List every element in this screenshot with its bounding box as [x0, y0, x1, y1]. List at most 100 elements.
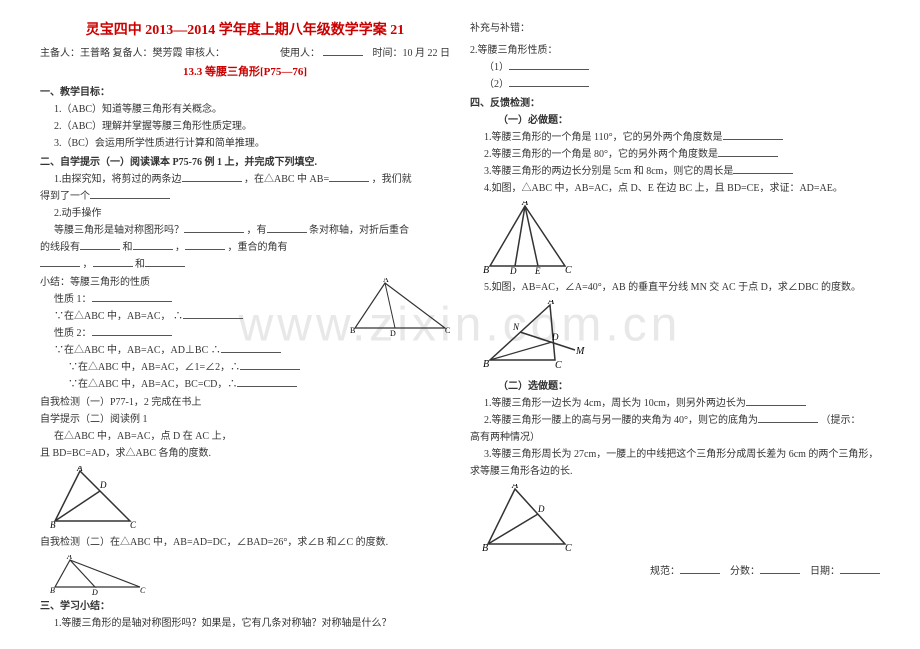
- t: 条对称轴，对折后重合: [309, 225, 409, 236]
- opt-h: （二）选做题：: [470, 379, 880, 395]
- footer: 规范： 分数： 日期：: [470, 564, 880, 580]
- s1-i3: 3.（BC）会运用所学性质进行计算和简单推理。: [40, 136, 450, 152]
- left-column: 灵宝四中 2013—2014 学年度上期八年级数学学案 21 主备人：王普略 复…: [30, 20, 460, 629]
- svg-text:B: B: [50, 520, 56, 530]
- svg-text:D: D: [537, 504, 545, 514]
- svg-text:B: B: [483, 265, 489, 276]
- chk1: 自我检测（一）P77-1，2 完成在书上: [40, 395, 450, 411]
- t: 和: [135, 259, 145, 270]
- blank: [183, 309, 243, 319]
- t: ，: [83, 259, 93, 270]
- blank: [90, 189, 170, 199]
- blank: [760, 564, 800, 574]
- s2-l1d: 得到了一个: [40, 189, 450, 205]
- triangle-fig-1: A B D C: [350, 278, 450, 390]
- t: ∵在△ABC 中，AB=AC，AD⊥BC ∴: [54, 345, 221, 356]
- footer-a: 规范：: [650, 566, 680, 577]
- s2-l3b: 的线段有 和 ， ，重合的角有: [40, 240, 450, 256]
- triangle-fig-3: A B D C: [50, 555, 450, 595]
- t: （提示：: [821, 415, 861, 426]
- section3-h: 三、学习小结：: [40, 599, 450, 615]
- blank: [240, 360, 300, 370]
- svg-text:A: A: [383, 278, 389, 284]
- blank: [733, 164, 793, 174]
- s2-l1: 1.由探究知，将剪过的两条边 ，在△ABC 中 AB= ，我们就: [40, 172, 450, 188]
- sum-h: 小结：等腰三角形的性质: [40, 275, 340, 291]
- s4-o2c: 高有两种情况）: [470, 430, 880, 446]
- blank: [237, 377, 297, 387]
- t: ∵在△ABC 中，AB=AC，∠1=∠2，∴: [68, 362, 240, 373]
- s4-q3: 3.等腰三角形的两边长分别是 5cm 和 8cm，则它的周长是: [470, 164, 880, 180]
- svg-text:B: B: [483, 359, 489, 370]
- s4-o3a: 3.等腰三角形周长为 27cm，一腰上的中线把这个三角形分成周长差为 6cm 的…: [470, 447, 880, 463]
- t: ，在△ABC 中 AB=: [244, 174, 329, 185]
- t: 性质 2：: [54, 328, 92, 339]
- s2-l3: 等腰三角形是轴对称图形吗？ ，有 条对称轴，对折后重合: [40, 223, 450, 239]
- t: 2.等腰三角形的一个角是 80°，它的另外两个角度数是: [484, 149, 718, 160]
- blank: [92, 326, 172, 336]
- svg-text:B: B: [482, 543, 488, 554]
- t: 性质 1：: [54, 294, 92, 305]
- user-blank: [323, 46, 363, 56]
- supplement-label: 补充与补错：: [470, 21, 880, 37]
- t: ∵在△ABC 中，AB=AC，BC=CD，∴: [68, 379, 237, 390]
- t: ，重合的角有: [228, 242, 288, 253]
- blank: [723, 130, 783, 140]
- svg-text:C: C: [130, 520, 137, 530]
- svg-text:B: B: [350, 326, 355, 335]
- blank: [746, 396, 806, 406]
- svg-text:D: D: [551, 332, 559, 342]
- svg-text:N: N: [512, 322, 520, 332]
- t: 3.等腰三角形的两边长分别是 5cm 和 8cm，则它的周长是: [484, 166, 733, 177]
- svg-text:A: A: [511, 484, 519, 491]
- svg-text:D: D: [509, 266, 517, 276]
- footer-c: 日期：: [810, 566, 840, 577]
- t: ，: [175, 242, 185, 253]
- blank: [92, 292, 172, 302]
- svg-text:C: C: [445, 326, 450, 335]
- right-column: 补充与补错： 2.等腰三角形性质： （1） （2） 四、反馈检测： （一）必做题…: [460, 20, 890, 629]
- p1: 性质 1：: [40, 292, 340, 308]
- s2-l2: 2.动手操作: [40, 206, 450, 222]
- user-label: 使用人：: [280, 48, 320, 59]
- svg-text:C: C: [140, 586, 146, 595]
- blank: [133, 240, 173, 250]
- s4-o3b: 求等腰三角形各边的长.: [470, 464, 880, 480]
- chk2: 自我检测（二）在△ABC 中，AB=AD=DC，∠BAD=26°，求∠B 和∠C…: [40, 535, 450, 551]
- blank: [509, 77, 589, 87]
- triangle-fig-2: A B C D: [50, 466, 450, 531]
- svg-text:D: D: [99, 480, 107, 490]
- svg-text:D: D: [91, 588, 98, 595]
- blank: [329, 172, 369, 182]
- prepare-text: 主备人：王普略 复备人：樊芳霞 审核人：: [40, 46, 225, 62]
- t: 1.等腰三角形的一个角是 110°，它的另外两个角度数是: [484, 132, 723, 143]
- t: ∵在△ABC 中，AB=AC， ∴: [54, 311, 183, 322]
- blank: [840, 564, 880, 574]
- s4-q2: 2.等腰三角形的一个角是 80°，它的另外两个角度数是: [470, 147, 880, 163]
- blank: [184, 223, 244, 233]
- svg-text:E: E: [534, 266, 541, 276]
- p2a: ∵在△ABC 中，AB=AC，AD⊥BC ∴: [40, 343, 340, 359]
- blank: [718, 147, 778, 157]
- blank: [758, 413, 818, 423]
- ex1b: 且 BD=BC=AD，求△ABC 各角的度数.: [40, 446, 450, 462]
- r2-h: 2.等腰三角形性质：: [470, 43, 880, 59]
- p2b: ∵在△ABC 中，AB=AC，∠1=∠2，∴: [40, 360, 340, 376]
- t: ，有: [247, 225, 267, 236]
- s2-l3c: ， 和: [40, 257, 450, 273]
- svg-text:A: A: [521, 201, 529, 208]
- s4-q4: 4.如图，△ABC 中，AB=AC，点 D、E 在边 BC 上，且 BD=CE，…: [470, 181, 880, 197]
- t: 2.等腰三角形一腰上的高与另一腰的夹角为 40°，则它的底角为: [484, 415, 758, 426]
- t: 的线段有: [40, 242, 80, 253]
- s4-o2: 2.等腰三角形一腰上的高与另一腰的夹角为 40°，则它的底角为 （提示：: [470, 413, 880, 429]
- meta-line: 主备人：王普略 复备人：樊芳霞 审核人： 使用人： 时间：10 月 22 日: [40, 46, 450, 62]
- p1a: ∵在△ABC 中，AB=AC， ∴: [40, 309, 340, 325]
- blank: [680, 564, 720, 574]
- triangle-fig-4: A B D E C: [480, 201, 880, 276]
- svg-text:D: D: [390, 329, 396, 338]
- ex1a: 在△ABC 中，AB=AC，点 D 在 AC 上，: [40, 429, 450, 445]
- svg-text:M: M: [575, 346, 585, 357]
- s1-i1: 1.（ABC）知道等腰三角形有关概念。: [40, 102, 450, 118]
- blank: [509, 60, 589, 70]
- svg-text:A: A: [66, 555, 72, 561]
